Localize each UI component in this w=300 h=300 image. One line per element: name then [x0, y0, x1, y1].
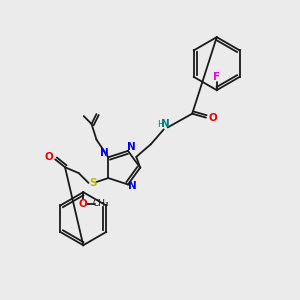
Text: S: S — [89, 178, 96, 188]
Text: H: H — [158, 120, 164, 129]
Text: N: N — [161, 119, 170, 130]
Text: N: N — [128, 182, 136, 191]
Text: CH₃: CH₃ — [93, 200, 109, 208]
Text: F: F — [213, 72, 220, 82]
Text: O: O — [79, 199, 88, 209]
Text: N: N — [100, 148, 109, 158]
Text: O: O — [45, 152, 54, 162]
Text: O: O — [208, 112, 217, 123]
Text: N: N — [127, 142, 135, 152]
